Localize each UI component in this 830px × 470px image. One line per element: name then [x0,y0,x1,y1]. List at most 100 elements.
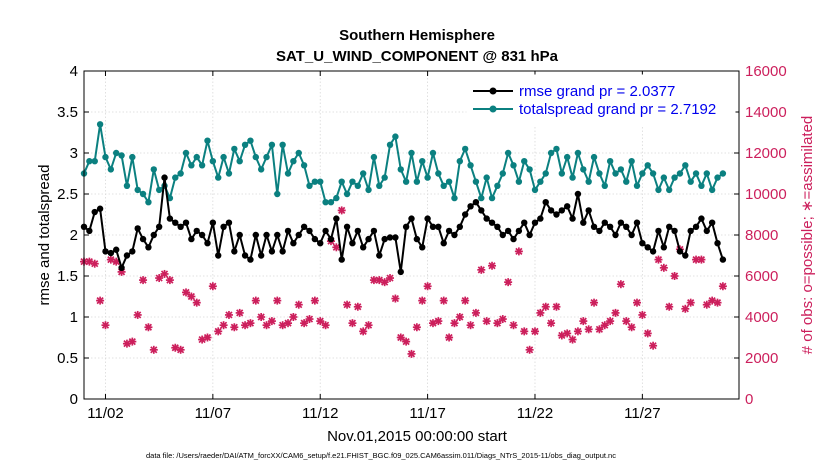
obs-assimilated-point [471,308,480,317]
obs-assimilated-point [514,247,523,256]
rmse-point [333,215,340,222]
totalspread-point [204,137,211,144]
totalspread-point [311,178,319,185]
rmse-point [558,207,566,214]
totalspread-point [123,182,131,189]
totalspread-point [644,162,651,169]
totalspread-point [274,190,281,198]
obs-assimilated-point [450,319,459,328]
rmse-point [628,231,635,239]
totalspread-point [220,153,227,161]
obs-assimilated-point [85,257,94,266]
totalspread-point [719,170,727,177]
rmse-point [225,219,233,226]
obs-assimilated-point [493,319,502,328]
y-right-tick-label: 8000 [745,227,778,244]
rmse-point [451,231,458,239]
rmse-point [644,244,651,251]
totalspread-point [553,145,560,153]
obs-assimilated-point [590,298,599,307]
rmse-point [155,223,163,230]
totalspread-point [655,186,662,194]
obs-assimilated-point [230,323,239,332]
chart-subtitle: SAT_U_WIND_COMPONENT @ 831 hPa [276,48,559,65]
y-right-tick-label: 16000 [745,63,787,80]
obs-assimilated-point [563,329,572,338]
axis-layer: 11/02 11/07 11/12 11/17 11/22 11/27 0 0.5 1 1.5 2 2… [57,63,787,422]
totalspread-point [623,178,630,185]
totalspread-point [408,149,415,157]
totalspread-point [585,178,592,185]
totalspread-point [494,182,501,189]
totalspread-point [440,182,447,189]
rmse-point [134,225,141,232]
rmse-point [279,248,286,255]
obs-assimilated-point [251,296,260,305]
totalspread-point [451,194,458,202]
rmse-point [655,227,662,235]
obs-assimilated-point [498,315,507,324]
totalspread-point [268,141,276,148]
totalspread-point [676,170,684,177]
legend: rmse grand pr = 2.0377 totalspread grand… [466,74,736,126]
obs-assimilated-point [267,317,276,326]
totalspread-point [478,194,485,202]
y-tick-label: 0 [70,391,78,408]
obs-assimilated-point [214,327,223,336]
obs-assimilated-point [488,261,497,270]
obs-assimilated-point [504,278,513,287]
legend-box [466,74,736,126]
totalspread-point [708,186,716,194]
rmse-point [188,235,195,243]
totalspread-point [145,199,152,206]
totalspread-point [290,158,297,165]
obs-assimilated-point [552,302,561,311]
totalspread-point [322,199,329,206]
y-tick-label: 0.5 [57,350,78,367]
obs-assimilated-point [128,337,137,346]
totalspread-point [601,182,608,189]
rmse-point [429,223,437,230]
rmse-point [633,219,641,226]
rmse-point [499,231,506,239]
y-tick-label: 2 [70,227,78,244]
rmse-point [569,215,576,222]
totalspread-point [633,182,641,189]
y-axis-label: rmse and totalspread [36,165,53,306]
y-right-tick-label: 4000 [745,309,778,326]
rmse-point [660,244,668,251]
obs-assimilated-point [557,331,566,340]
rmse-point [150,231,157,239]
rmse-point [370,227,378,235]
obs-assimilated-point [294,300,303,309]
footnote: data file: /Users/raeder/DAI/ATM_forcXX/… [146,451,616,460]
totalspread-point [102,153,109,161]
obs-assimilated-point [273,296,282,305]
totalspread-point [504,149,512,157]
totalspread-point [392,133,399,140]
totalspread-point [300,162,308,169]
rmse-point [204,240,211,247]
obs-assimilated-point [289,313,298,321]
obs-assimilated-point [611,308,620,317]
totalspread-point [510,162,517,169]
totalspread-point [252,153,260,161]
totalspread-point [365,186,372,194]
obs-assimilated-point [568,335,577,344]
obs-assimilated-point [445,333,454,342]
rmse-point [317,240,324,247]
totalspread-point [714,174,721,181]
rmse-point [300,223,308,230]
obs-assimilated-point [224,310,233,319]
rmse-point [682,252,689,259]
obs-assimilated-point [316,317,325,326]
rmse-point [435,223,442,230]
rmse-point [537,215,544,222]
totalspread-point [563,153,571,161]
totalspread-point [257,166,265,173]
obs-assimilated-point [525,345,534,354]
y-right-tick-label: 6000 [745,268,778,285]
rmse-point [472,199,480,206]
rmse-point [612,231,619,239]
